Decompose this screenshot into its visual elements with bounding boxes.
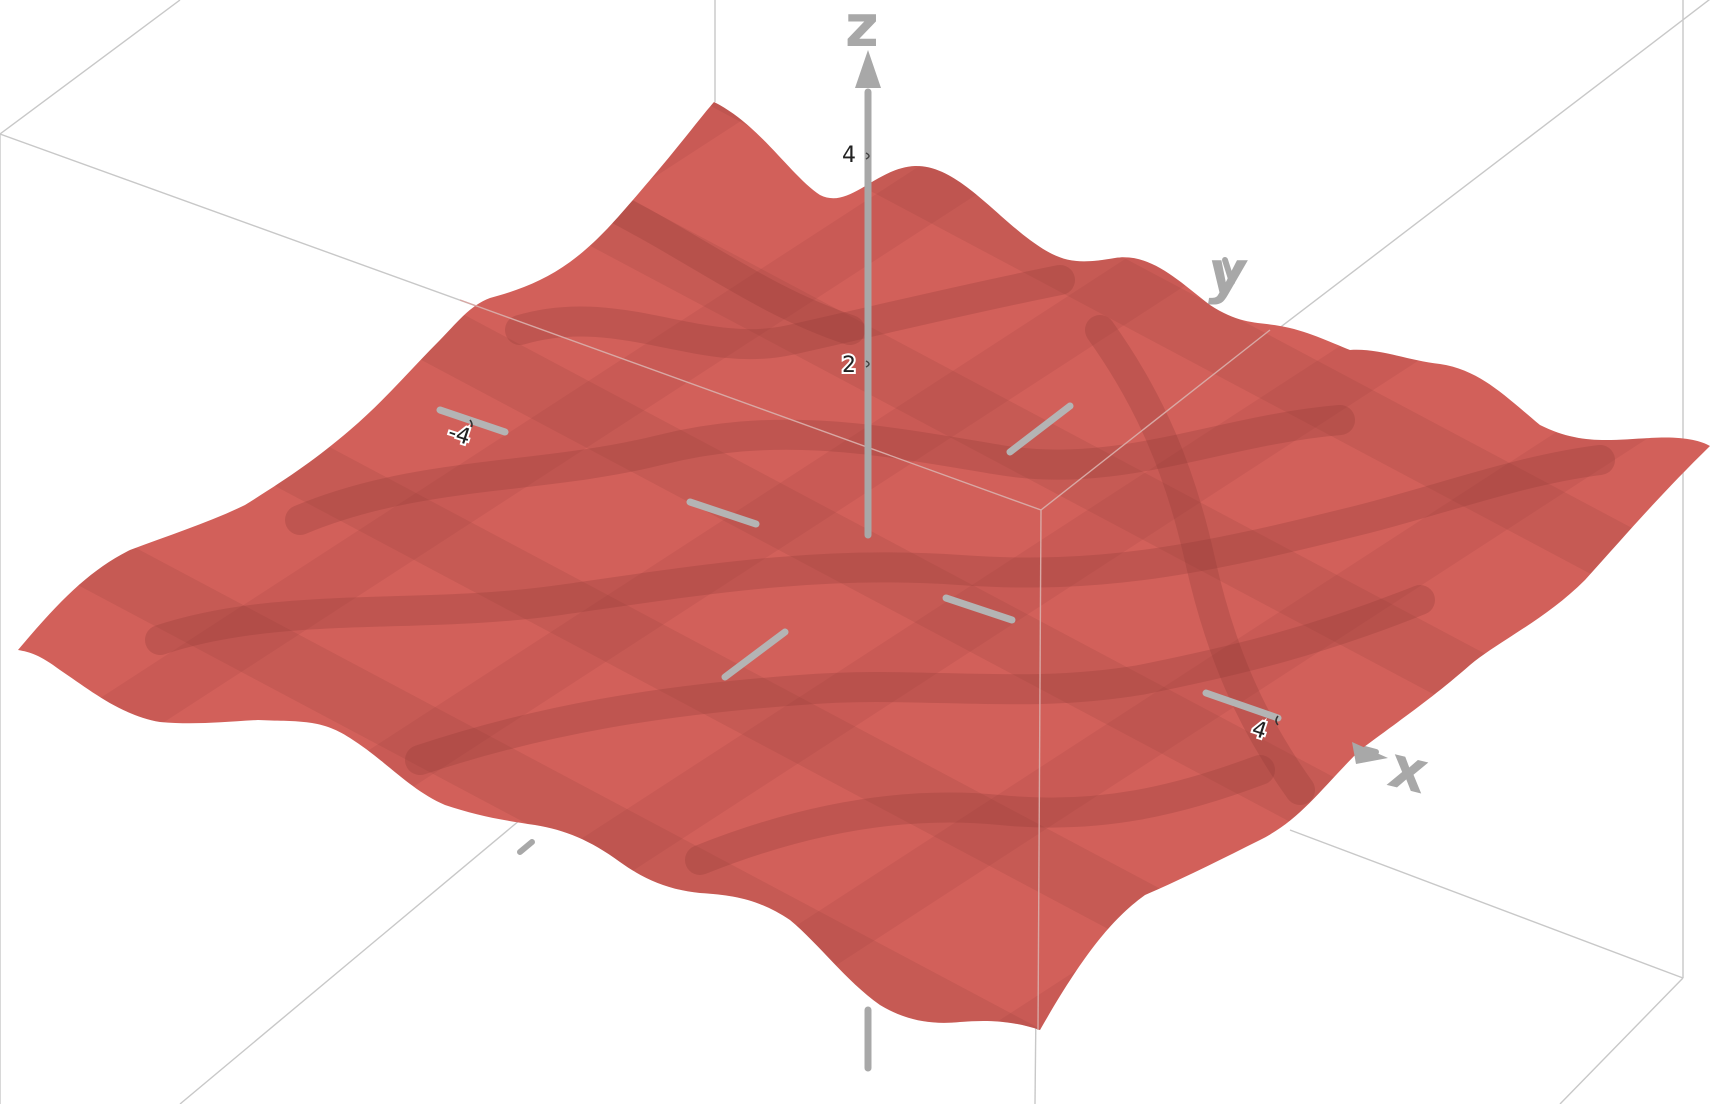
z-tick-label: 4 — [842, 143, 856, 168]
z-axis-arrow — [855, 50, 881, 88]
x-axis-arrow — [1352, 742, 1388, 764]
z-tick-marks — [865, 152, 870, 368]
axis-label-x: x — [1382, 732, 1435, 807]
grid-dashes — [436, 402, 1282, 722]
bounding-box-front — [459, 299, 1271, 1031]
xy-tick-marks — [469, 419, 1279, 726]
z-tick-label: 2 — [842, 353, 856, 378]
axis-label-y: y — [1208, 238, 1248, 306]
axis-label-z: z — [845, 0, 879, 60]
